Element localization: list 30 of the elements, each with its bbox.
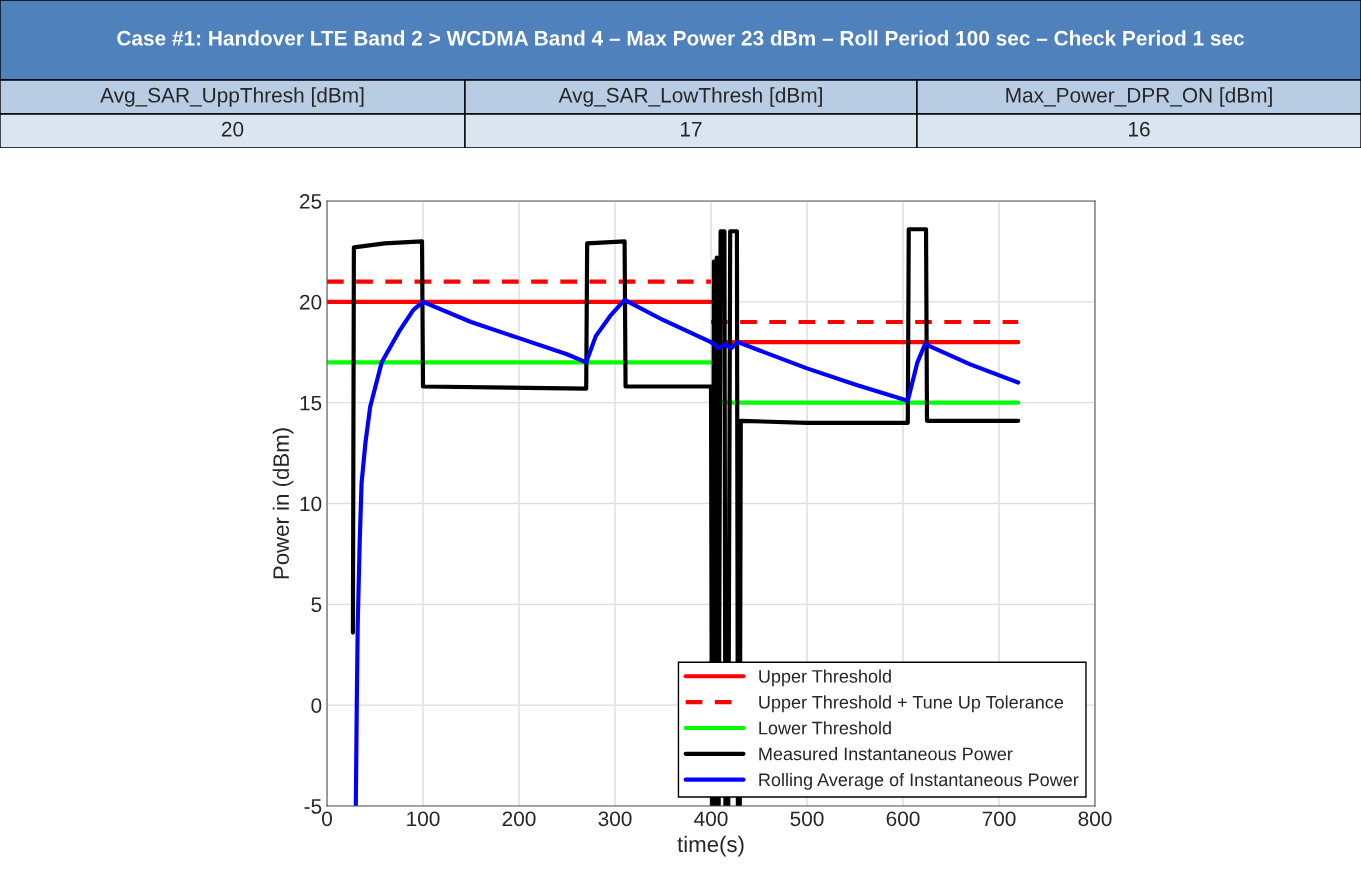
legend-label: Rolling Average of Instantaneous Power bbox=[759, 772, 1079, 790]
text: Max_Power_DPR_ON [dBm] bbox=[1006, 87, 1272, 107]
x-tick-label: 700 bbox=[982, 811, 1016, 827]
x-axis-title: time(s) bbox=[677, 835, 744, 857]
y-tick-label: 15 bbox=[300, 395, 322, 411]
y-axis-title: Power in (dBm) bbox=[272, 428, 294, 579]
text: 20 bbox=[221, 121, 244, 137]
x-tick-label: 800 bbox=[1078, 811, 1112, 827]
legend-label: Upper Threshold bbox=[759, 669, 891, 687]
text: 17 bbox=[681, 122, 702, 137]
x-tick-label: 100 bbox=[407, 811, 440, 827]
x-tick-label: 200 bbox=[502, 811, 536, 827]
y-tick-label: -5 bbox=[304, 799, 322, 814]
x-tick-label: 400 bbox=[694, 811, 728, 827]
text: Avg_SAR_LowThresh [dBm] bbox=[558, 87, 822, 107]
x-tick-label: 300 bbox=[598, 811, 632, 827]
legend-label: Measured Instantaneous Power bbox=[759, 747, 1013, 761]
y-tick-label: 25 bbox=[300, 194, 322, 209]
text: 16 bbox=[1129, 121, 1150, 137]
legend-label: Lower Threshold bbox=[759, 721, 891, 735]
y-tick-label: 10 bbox=[300, 496, 322, 512]
text: Avg_SAR_UppThresh [dBm] bbox=[100, 87, 364, 107]
x-tick-label: 500 bbox=[790, 811, 824, 827]
y-tick-label: 0 bbox=[311, 698, 322, 713]
y-tick-label: 20 bbox=[300, 294, 322, 310]
legend-label: Upper Threshold + Tune Up Tolerance bbox=[759, 695, 1064, 713]
x-tick-label: 0 bbox=[322, 811, 332, 827]
x-tick-label: 600 bbox=[886, 811, 920, 827]
y-tick-label: 5 bbox=[311, 597, 322, 613]
chart-title: Case #1: Handover LTE Band 2 > WCDMA Band 4 – Max Power 23 dBm – Roll Period 100 sec – Check Period 1 sec bbox=[117, 30, 1245, 46]
